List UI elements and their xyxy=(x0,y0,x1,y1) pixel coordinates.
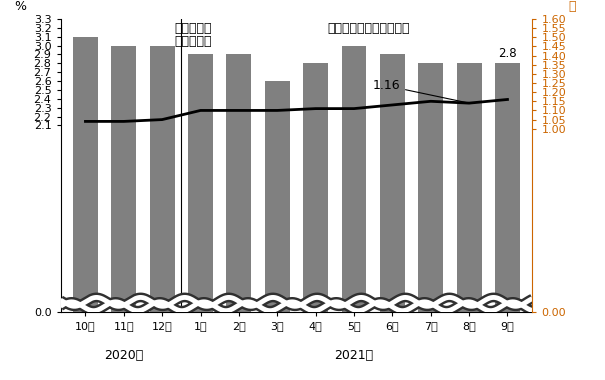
Bar xyxy=(226,54,251,312)
Text: （左目盛）: （左目盛） xyxy=(174,35,212,48)
Bar xyxy=(495,63,520,312)
Bar xyxy=(342,46,367,312)
Bar xyxy=(380,54,405,312)
Bar xyxy=(303,63,328,312)
Text: 倍: 倍 xyxy=(569,0,576,13)
Text: 1.16: 1.16 xyxy=(373,79,466,103)
Text: 有効求人倍率（右目盛）: 有効求人倍率（右目盛） xyxy=(327,22,410,35)
Bar xyxy=(73,37,98,312)
Bar xyxy=(111,46,136,312)
Bar xyxy=(265,81,290,312)
Bar xyxy=(418,63,443,312)
Text: 2021年: 2021年 xyxy=(335,349,373,362)
Bar xyxy=(188,54,213,312)
Text: 2020年: 2020年 xyxy=(104,349,143,362)
Text: %: % xyxy=(15,0,27,13)
Bar xyxy=(457,63,482,312)
Text: 2.8: 2.8 xyxy=(498,47,517,60)
Bar xyxy=(149,46,175,312)
Text: 完全失業率: 完全失業率 xyxy=(174,22,212,35)
